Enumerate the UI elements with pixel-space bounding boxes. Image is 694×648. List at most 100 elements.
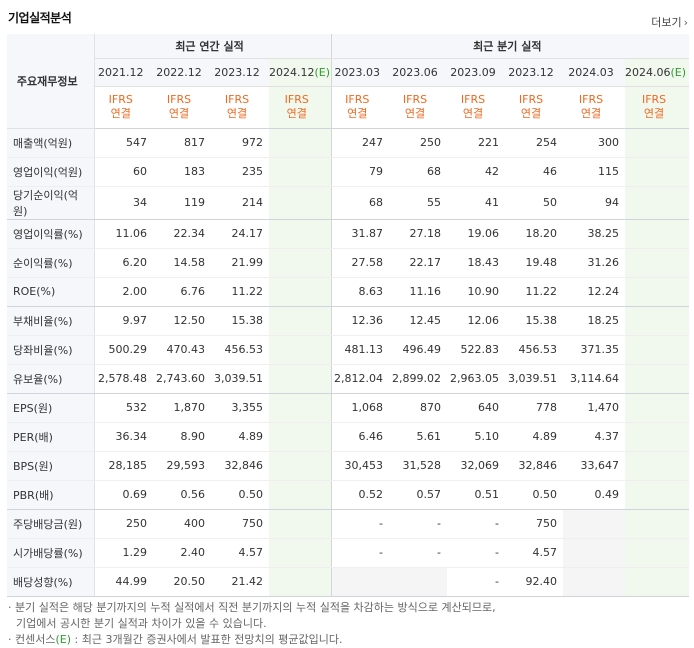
- more-label: 더보기: [651, 16, 682, 29]
- table-cell: 9.97: [94, 306, 153, 336]
- row-label: 당기순이익(억원): [7, 186, 95, 220]
- table-cell: 0.57: [389, 480, 448, 510]
- table-cell: 119: [153, 186, 211, 220]
- table-cell: 36.34: [94, 422, 153, 452]
- table-cell: 547: [94, 128, 153, 158]
- period-header: 2024.06(E): [625, 58, 690, 87]
- table-cell: [625, 186, 690, 220]
- row-label: EPS(원): [7, 393, 95, 423]
- table-cell: 750: [211, 509, 269, 539]
- table-cell: 778: [505, 393, 564, 423]
- table-cell: 481.13: [330, 335, 390, 365]
- table-cell: 18.25: [563, 306, 626, 336]
- table-cell: 500.29: [94, 335, 153, 365]
- table-cell: 4.89: [505, 422, 564, 452]
- period-header: 2021.12: [94, 58, 153, 87]
- table-cell: 250: [389, 128, 448, 158]
- table-cell: 2,743.60: [153, 364, 211, 394]
- table-cell: 6.76: [153, 277, 211, 307]
- quarter-group-header: 최근 분기 실적: [330, 34, 690, 59]
- ifrs-label: IFRS 연결: [505, 86, 564, 129]
- section-title: 기업실적분석: [8, 11, 72, 25]
- table-cell: 33,647: [563, 451, 626, 481]
- period-header: 2023.09: [447, 58, 506, 87]
- row-label: 당좌비율(%): [7, 335, 95, 365]
- annual-group-header: 최근 연간 실적: [94, 34, 332, 59]
- table-cell: 6.46: [330, 422, 390, 452]
- table-row: 유보율(%) 2,578.48 2,743.60 3,039.51 2,812.04 2,…: [7, 364, 690, 394]
- table-cell: 27.18: [389, 219, 448, 249]
- table-row: 주당배당금(원) 250 400 750- - -750: [7, 509, 690, 539]
- table-cell: 34: [94, 186, 153, 220]
- table-row: EPS(원) 532 1,870 3,355 1,068 870 640 778 1,470: [7, 393, 690, 423]
- footnote-2: · 컨센서스(E) : 최근 3개월간 증권사에서 발표한 전망치의 평균값입니…: [8, 633, 343, 646]
- table-cell: 870: [389, 393, 448, 423]
- table-cell: [625, 128, 690, 158]
- table-cell: 11.22: [505, 277, 564, 307]
- table-cell: 11.06: [94, 219, 153, 249]
- table-cell: 5.61: [389, 422, 448, 452]
- table-cell: 50: [505, 186, 564, 220]
- more-link[interactable]: 더보기 ›: [651, 14, 688, 30]
- table-row: BPS(원) 28,185 29,593 32,846 30,453 31,528 32,0…: [7, 451, 690, 481]
- table-cell: -: [447, 567, 506, 597]
- table-cell: [269, 509, 332, 539]
- table-cell: 4.37: [563, 422, 626, 452]
- table-cell: 4.89: [211, 422, 269, 452]
- row-label: PER(배): [7, 422, 95, 452]
- row-label: 배당성향(%): [7, 567, 95, 597]
- row-label: 순이익률(%): [7, 248, 95, 278]
- table-cell: 44.99: [94, 567, 153, 597]
- period-header: 2023.03: [330, 58, 390, 87]
- row-label: 영업이익(억원): [7, 157, 95, 187]
- table-cell: 1,068: [330, 393, 390, 423]
- table-cell: 27.58: [330, 248, 390, 278]
- table-cell: -: [447, 509, 506, 539]
- table-cell: 11.16: [389, 277, 448, 307]
- table-cell: 31.87: [330, 219, 390, 249]
- table-cell: 32,846: [505, 451, 564, 481]
- table-cell: [269, 364, 332, 394]
- chevron-right-icon: ›: [683, 16, 688, 29]
- table-cell: 18.20: [505, 219, 564, 249]
- section-header: 기업실적분석 더보기 ›: [0, 0, 694, 34]
- table-cell: 14.58: [153, 248, 211, 278]
- table-cell: 31.26: [563, 248, 626, 278]
- ifrs-label: IFRS 연결: [269, 86, 332, 129]
- table-cell: 5.10: [447, 422, 506, 452]
- table-cell: [269, 157, 332, 187]
- period-header: 2022.12: [153, 58, 211, 87]
- ifrs-label: IFRS 연결: [625, 86, 690, 129]
- table-row: PER(배) 36.34 8.90 4.89 6.46 5.61 5.10 4.89 4.37: [7, 422, 690, 452]
- table-cell: 55: [389, 186, 448, 220]
- table-cell: [625, 480, 690, 510]
- table-cell: [625, 509, 690, 539]
- ifrs-label: IFRS 연결: [389, 86, 448, 129]
- table-cell: -: [447, 538, 506, 568]
- table-cell: [269, 186, 332, 220]
- table-row: 영업이익(억원) 60 183 235 79 68 42 46 115: [7, 157, 690, 187]
- table-cell: 30,453: [330, 451, 390, 481]
- table-cell: [625, 567, 690, 597]
- table-cell: 250: [94, 509, 153, 539]
- table-cell: 19.48: [505, 248, 564, 278]
- table-row: 순이익률(%) 6.20 14.58 21.99 27.58 22.17 18.43 19.4…: [7, 248, 690, 278]
- row-label: 영업이익률(%): [7, 219, 95, 249]
- ifrs-label: IFRS 연결: [447, 86, 506, 129]
- table-cell: 235: [211, 157, 269, 187]
- table-row: 매출액(억원) 547 817 972 247 250 221 254 300: [7, 128, 690, 158]
- table-cell: 2,899.02: [389, 364, 448, 394]
- table-cell: -: [389, 538, 448, 568]
- table-cell: 214: [211, 186, 269, 220]
- table-cell: 0.51: [447, 480, 506, 510]
- table-cell: 1,470: [563, 393, 626, 423]
- table-cell: 3,114.64: [563, 364, 626, 394]
- table-cell: 60: [94, 157, 153, 187]
- table-cell: 0.52: [330, 480, 390, 510]
- table-cell: [269, 538, 332, 568]
- table-cell: 221: [447, 128, 506, 158]
- table-cell: 28,185: [94, 451, 153, 481]
- table-cell: 817: [153, 128, 211, 158]
- table-cell: [625, 306, 690, 336]
- row-label: ROE(%): [7, 277, 95, 307]
